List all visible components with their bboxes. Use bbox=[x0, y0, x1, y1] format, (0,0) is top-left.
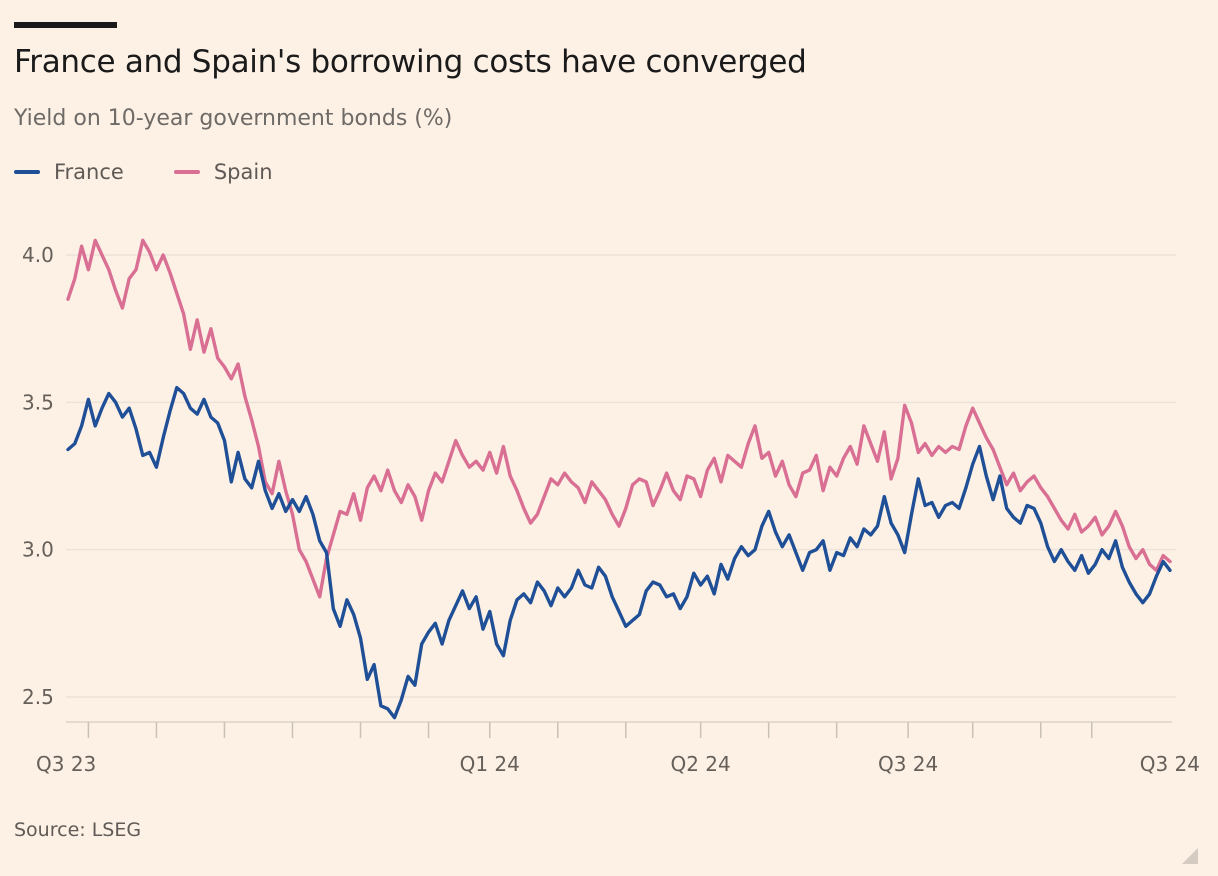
y-tick-label: 4.0 bbox=[22, 243, 54, 267]
x-tick-label: Q3 23 bbox=[36, 752, 96, 776]
legend-label-spain: Spain bbox=[213, 160, 273, 184]
series-line-france bbox=[66, 385, 1172, 720]
chart-title: France and Spain's borrowing costs have … bbox=[14, 44, 807, 80]
resize-handle[interactable] bbox=[1182, 848, 1198, 864]
y-tick-label: 3.0 bbox=[22, 538, 54, 562]
series-line-spain bbox=[66, 238, 1172, 599]
legend-label-france: France bbox=[54, 160, 124, 184]
y-tick-label: 2.5 bbox=[22, 685, 54, 709]
legend-item-france: France bbox=[14, 160, 124, 184]
legend-swatch-spain bbox=[173, 170, 200, 174]
chart-subtitle: Yield on 10-year government bonds (%) bbox=[14, 106, 453, 131]
legend-swatch-france bbox=[14, 170, 40, 174]
source-note: Source: LSEG bbox=[14, 819, 142, 841]
x-tick-label: Q1 24 bbox=[460, 752, 520, 776]
legend-item-spain: Spain bbox=[173, 160, 273, 184]
legend: France Spain bbox=[14, 160, 323, 184]
x-tick-label: Q3 24 bbox=[1140, 752, 1200, 776]
x-tick-label: Q3 24 bbox=[878, 752, 938, 776]
y-tick-label: 3.5 bbox=[22, 390, 54, 414]
x-tick-label: Q2 24 bbox=[670, 752, 730, 776]
ft-top-bar bbox=[14, 22, 117, 28]
